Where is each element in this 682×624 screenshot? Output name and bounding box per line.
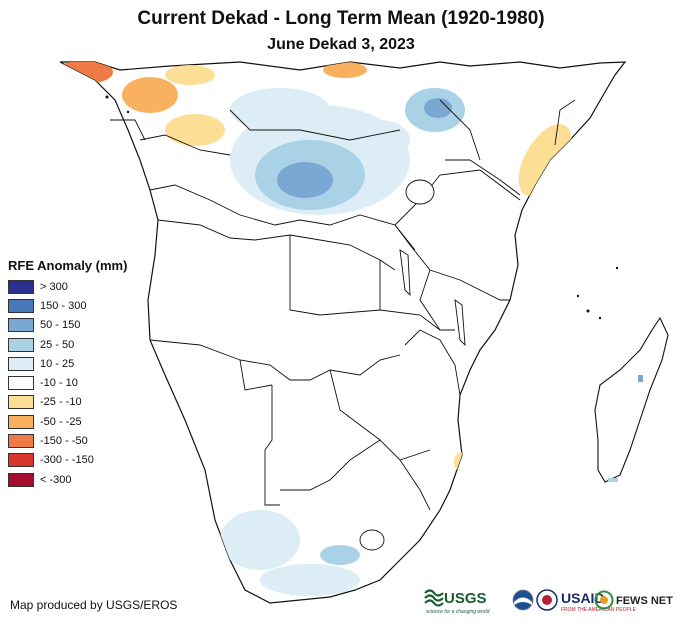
legend: RFE Anomaly (mm) > 300 150 - 300 50 - 150 2… <box>8 258 127 489</box>
legend-label: > 300 <box>40 280 68 293</box>
legend-title: RFE Anomaly (mm) <box>8 258 128 273</box>
legend-label: -50 - -25 <box>40 415 82 428</box>
legend-swatch <box>8 298 34 313</box>
noaa-logo-icon <box>512 585 534 617</box>
legend-item: -50 - -25 <box>8 412 127 431</box>
legend-item: -25 - -10 <box>8 393 127 412</box>
legend-item: 25 - 50 <box>8 335 127 354</box>
legend-label: -25 - -10 <box>40 396 82 409</box>
usgs-logo: USGS science for a changing world <box>424 585 514 617</box>
seal-logo-icon <box>536 585 558 617</box>
usgs-wave-icon <box>424 589 444 607</box>
legend-label: -300 - -150 <box>40 454 94 467</box>
legend-item: -150 - -50 <box>8 431 127 450</box>
madagascar-anomaly-spot <box>638 375 643 382</box>
map-credit: Map produced by USGS/EROS <box>10 598 178 612</box>
madagascar-anomaly-spot-south <box>608 478 618 482</box>
legend-label: 150 - 300 <box>40 299 87 312</box>
usaid-logo: USAID FROM THE AMERICAN PEOPLE <box>536 585 636 617</box>
legend-item: 50 - 150 <box>8 316 127 335</box>
legend-item: -10 - 10 <box>8 373 127 392</box>
fews-net-wordmark: FEWS NET <box>616 595 673 607</box>
legend-rows: > 300 150 - 300 50 - 150 25 - 50 10 - 25 -10 … <box>8 277 127 489</box>
usaid-wordmark: USAID <box>561 590 605 606</box>
country-borders <box>110 99 576 511</box>
madagascar <box>594 316 669 483</box>
usgs-tagline: science for a changing world <box>426 609 490 615</box>
legend-swatch <box>8 395 34 410</box>
legend-item: > 300 <box>8 277 127 296</box>
legend-label: 25 - 50 <box>40 338 75 351</box>
legend-swatch <box>8 472 34 487</box>
legend-label: 50 - 150 <box>40 319 81 332</box>
legend-item: 150 - 300 <box>8 296 127 315</box>
legend-label: -150 - -50 <box>40 435 88 448</box>
fews-net-emblem-icon <box>594 590 614 610</box>
map-subtitle: June Dekad 3, 2023 <box>267 36 415 53</box>
islands <box>105 95 619 320</box>
fews-net-logo: FEWS NET <box>594 585 679 617</box>
legend-swatch <box>8 279 34 294</box>
legend-swatch <box>8 376 34 391</box>
usaid-tagline: FROM THE AMERICAN PEOPLE <box>561 607 636 613</box>
usgs-wordmark: USGS <box>444 590 487 607</box>
legend-swatch <box>8 337 34 352</box>
legend-item: -300 - -150 <box>8 451 127 470</box>
legend-swatch <box>8 318 34 333</box>
legend-label: -10 - 10 <box>40 377 78 390</box>
anomaly-shading <box>60 62 572 596</box>
legend-label: < -300 <box>40 473 72 486</box>
legend-item: 10 - 25 <box>8 354 127 373</box>
legend-item: < -300 <box>8 470 127 489</box>
legend-label: 10 - 25 <box>40 357 75 370</box>
legend-swatch <box>8 356 34 371</box>
logo-strip: USGS science for a changing world USAID … <box>424 585 679 617</box>
legend-swatch <box>8 453 34 468</box>
legend-swatch <box>8 434 34 449</box>
legend-swatch <box>8 414 34 429</box>
lakes <box>359 179 466 551</box>
map-title: Current Dekad - Long Term Mean (1920-198… <box>137 8 545 29</box>
